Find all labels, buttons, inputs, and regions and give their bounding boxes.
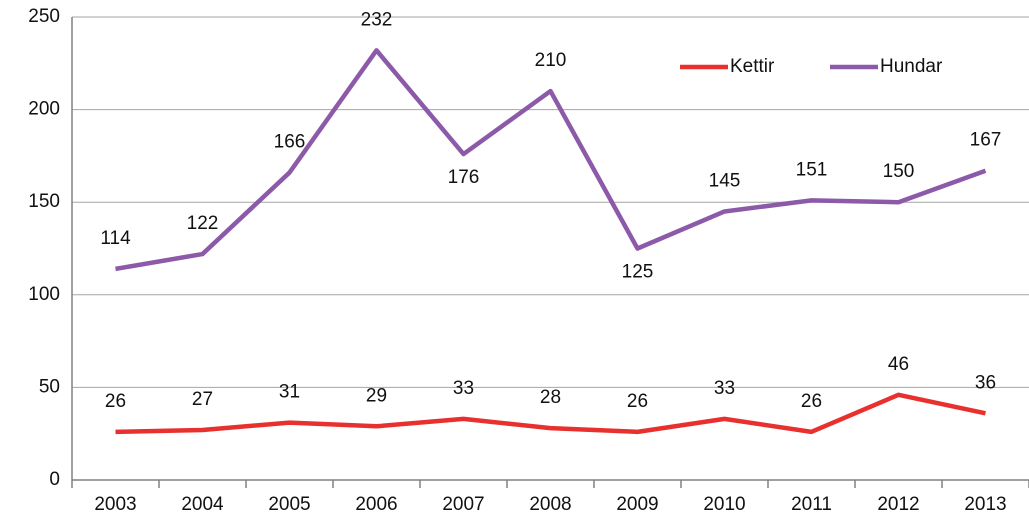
data-label: 150 xyxy=(883,161,915,182)
data-label: 27 xyxy=(192,389,213,410)
data-label: 125 xyxy=(622,262,654,283)
x-tick-label: 2003 xyxy=(94,494,136,515)
x-tick-label: 2005 xyxy=(268,494,310,515)
data-label: 232 xyxy=(361,9,393,30)
x-tick-label: 2012 xyxy=(877,494,919,515)
y-tick-label: 250 xyxy=(28,6,60,27)
series-line xyxy=(115,48,987,272)
y-tick-label: 50 xyxy=(39,376,60,397)
data-label: 46 xyxy=(888,354,909,375)
x-tick-label: 2006 xyxy=(355,494,397,515)
data-label: 31 xyxy=(279,382,300,403)
data-label: 33 xyxy=(453,378,474,399)
data-label: 176 xyxy=(448,167,480,188)
x-tick-label: 2013 xyxy=(964,494,1006,515)
y-tick-label: 100 xyxy=(28,284,60,305)
data-label: 28 xyxy=(540,387,561,408)
data-label: 166 xyxy=(274,132,306,153)
y-tick-label: 0 xyxy=(49,469,60,490)
y-tick-label: 150 xyxy=(28,191,60,212)
x-tick-label: 2011 xyxy=(791,494,832,515)
series-line xyxy=(115,392,986,435)
x-tick-label: 2008 xyxy=(529,494,571,515)
x-tick-label: 2009 xyxy=(616,494,658,515)
data-label: 36 xyxy=(975,372,996,393)
data-label: 114 xyxy=(100,228,131,249)
data-label: 167 xyxy=(970,130,1002,151)
x-tick-label: 2010 xyxy=(703,494,745,515)
data-label: 151 xyxy=(796,159,828,180)
data-label: 29 xyxy=(366,385,387,406)
data-label: 26 xyxy=(801,391,822,412)
x-tick-label: 2007 xyxy=(442,494,484,515)
data-label: 26 xyxy=(105,391,126,412)
data-label: 122 xyxy=(187,213,219,234)
data-label: 145 xyxy=(709,170,741,191)
x-tick-label: 2004 xyxy=(181,494,224,515)
data-label: 210 xyxy=(535,50,567,71)
y-tick-label: 200 xyxy=(28,99,60,120)
data-label: 33 xyxy=(714,378,735,399)
legend-label: Kettir xyxy=(730,56,775,77)
legend-label: Hundar xyxy=(880,56,943,77)
data-label: 26 xyxy=(627,391,648,412)
